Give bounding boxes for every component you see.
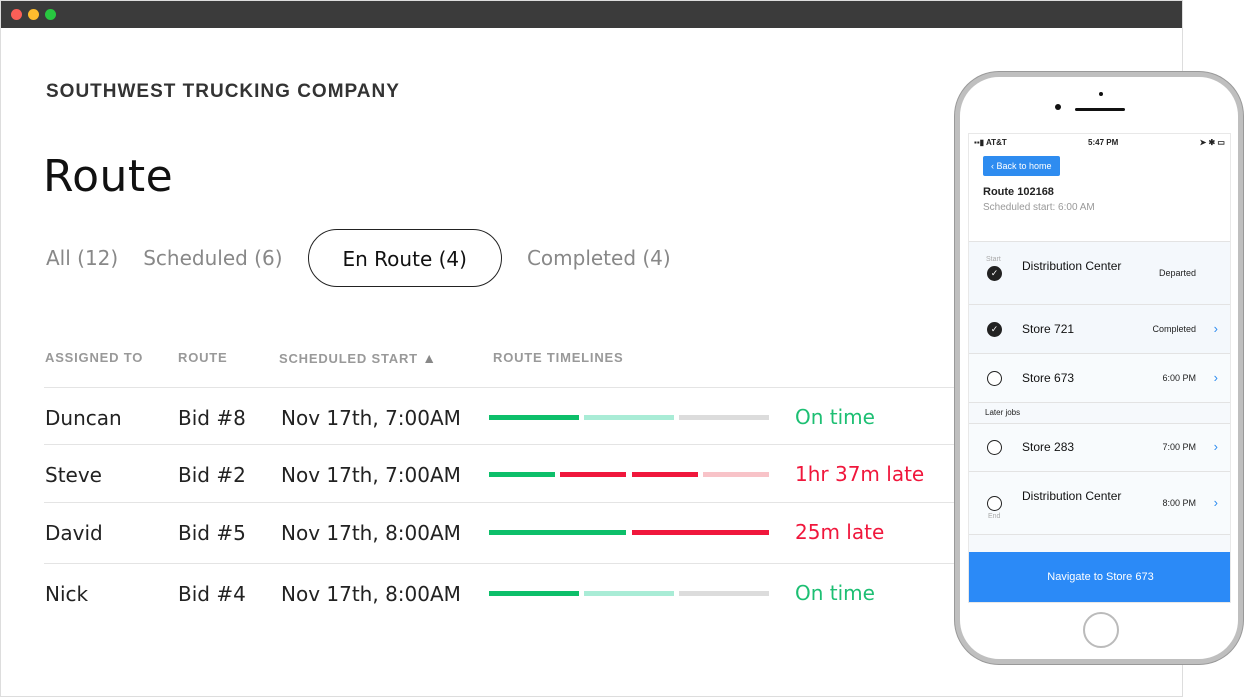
tab-scheduled[interactable]: Scheduled (6) [143, 246, 283, 270]
carrier: AT&T [986, 137, 1007, 147]
maximize-window-icon[interactable] [45, 9, 56, 20]
company-name: SOUTHWEST TRUCKING COMPANY [46, 81, 400, 102]
phone-screen: ▪▪▮ AT&T 5:47 PM ➤ ✱ ▭ ‹ Back to home Ro… [968, 133, 1231, 603]
scheduled-start: Nov 17th, 8:00AM [281, 521, 461, 545]
battery-icon: ➤ ✱ ▭ [1199, 137, 1225, 147]
timeline-segment-red [560, 472, 627, 477]
empty-circle-icon [987, 370, 1002, 386]
job-time: Departed [1158, 267, 1196, 278]
job-name: Distribution Center [1022, 488, 1122, 503]
job-item[interactable]: ✓ Distribution Center Departed Start [969, 242, 1230, 305]
check-circle-icon: ✓ [987, 321, 1002, 337]
header-route-timelines[interactable]: ROUTE TIMELINES [493, 350, 624, 365]
table-row[interactable]: Nick Bid #4 Nov 17th, 8:00AM On time [44, 563, 964, 621]
timeline-segment-light_green [584, 591, 674, 596]
job-name: Store 283 [1022, 440, 1075, 454]
table-row[interactable]: Steve Bid #2 Nov 17th, 7:00AM 1hr 37m la… [44, 444, 964, 502]
page-title: Route [43, 151, 174, 202]
route-id: Bid #8 [178, 406, 246, 430]
job-item[interactable]: Store 283 7:00 PM › [969, 424, 1230, 472]
header-label: SCHEDULED START [279, 351, 418, 366]
empty-circle-icon [987, 440, 1002, 455]
timeline-segment-red [631, 530, 769, 535]
back-to-home-button[interactable]: ‹ Back to home [983, 156, 1060, 176]
job-item[interactable]: ✓ Store 721 Completed › [969, 305, 1230, 354]
job-item[interactable]: Distribution Center 8:00 PM › End [969, 472, 1230, 535]
assigned-to: Duncan [45, 406, 122, 430]
chevron-right-icon[interactable]: › [1213, 494, 1218, 510]
triangle-up-icon: ▲ [422, 350, 437, 366]
timeline-segment-pink [703, 472, 769, 477]
route-tabs: All (12) Scheduled (6) En Route (4) Comp… [46, 229, 696, 287]
job-time: Completed [1152, 323, 1196, 334]
status-text: 25m late [795, 520, 885, 544]
job-name: Store 721 [1022, 321, 1075, 336]
speaker-icon [1075, 108, 1125, 111]
scheduled-start: Nov 17th, 8:00AM [281, 582, 461, 606]
phone-mockup: ▪▪▮ AT&T 5:47 PM ➤ ✱ ▭ ‹ Back to home Ro… [955, 72, 1243, 664]
status-text: 1hr 37m late [795, 462, 925, 486]
chevron-right-icon[interactable]: › [1213, 320, 1218, 336]
empty-circle-icon [987, 495, 1002, 511]
close-window-icon[interactable] [11, 9, 22, 20]
job-name: Distribution Center [1022, 258, 1122, 273]
later-jobs-label: Later jobs [969, 403, 1230, 424]
status-text: On time [795, 405, 875, 429]
scheduled-start: Scheduled start: 6:00 AM [983, 202, 1095, 213]
tab-en-route[interactable]: En Route (4) [307, 229, 502, 287]
table-row[interactable]: Duncan Bid #8 Nov 17th, 7:00AM On time [44, 387, 964, 445]
route-header: ‹ Back to home Route 102168 Scheduled st… [969, 150, 1230, 242]
job-time: 6:00 PM [1162, 372, 1196, 383]
timeline-segment-green [489, 415, 579, 420]
back-label: Back to home [996, 161, 1052, 171]
timeline-segment-gray [679, 591, 769, 596]
chevron-right-icon[interactable]: › [1213, 369, 1218, 385]
assigned-to: Steve [45, 463, 102, 487]
signal-icon: ▪▪▮ [974, 137, 986, 147]
job-item[interactable]: Store 673 6:00 PM › [969, 354, 1230, 403]
header-scheduled-start[interactable]: SCHEDULED START ▲ [279, 350, 437, 366]
chevron-left-icon: ‹ [991, 161, 997, 171]
header-assigned-to[interactable]: ASSIGNED TO [45, 350, 144, 365]
tab-all[interactable]: All (12) [46, 246, 119, 270]
chevron-right-icon[interactable]: › [1213, 439, 1218, 454]
timeline-segment-green [489, 591, 579, 596]
assigned-to: Nick [45, 582, 89, 606]
minimize-window-icon[interactable] [28, 9, 39, 20]
route-id: Bid #2 [178, 463, 246, 487]
check-circle-icon: ✓ [987, 265, 1002, 281]
table-row[interactable]: David Bid #5 Nov 17th, 8:00AM 25m late [44, 502, 964, 560]
timeline-segment-green [489, 472, 555, 477]
timeline-segment-gray [679, 415, 769, 420]
status-text: On time [795, 581, 875, 605]
timeline-segment-red [631, 472, 698, 477]
camera-icon [1055, 104, 1061, 110]
job-time: 7:00 PM [1162, 442, 1196, 452]
job-time: 8:00 PM [1162, 497, 1196, 508]
tab-completed[interactable]: Completed (4) [526, 246, 671, 270]
title-bar [1, 1, 1182, 28]
home-button[interactable] [1083, 612, 1119, 648]
start-label: Start [986, 255, 1001, 263]
clock: 5:47 PM [1088, 137, 1119, 147]
assigned-to: David [45, 521, 103, 545]
header-route[interactable]: ROUTE [178, 350, 228, 365]
route-id: Bid #4 [178, 582, 246, 606]
route-title: Route 102168 [983, 186, 1054, 198]
scheduled-start: Nov 17th, 7:00AM [281, 406, 461, 430]
job-name: Store 673 [1022, 370, 1075, 385]
route-id: Bid #5 [178, 521, 246, 545]
end-label: End [988, 512, 1001, 520]
status-bar: ▪▪▮ AT&T 5:47 PM ➤ ✱ ▭ [969, 134, 1230, 150]
scheduled-start: Nov 17th, 7:00AM [281, 463, 461, 487]
timeline-segment-green [489, 530, 627, 535]
timeline-segment-light_green [584, 415, 674, 420]
navigate-button[interactable]: Navigate to Store 673 [969, 552, 1230, 602]
sensor-icon [1099, 92, 1103, 96]
